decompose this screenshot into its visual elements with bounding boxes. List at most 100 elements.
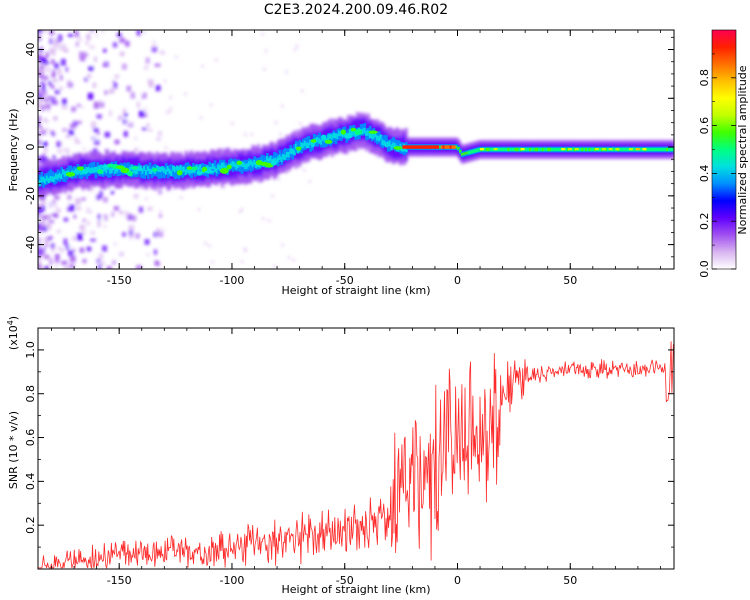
heatmap-cell	[330, 134, 334, 140]
heatmap-cell	[82, 168, 89, 174]
heatmap-cell	[621, 147, 624, 152]
heatmap-cell	[273, 264, 277, 268]
heatmap-cell	[41, 199, 46, 207]
heatmap-cell	[295, 146, 302, 151]
heatmap-cell	[148, 82, 154, 88]
heatmap-cell	[38, 243, 42, 248]
heatmap-cell	[599, 147, 602, 152]
heatmap-cell	[70, 252, 77, 257]
heatmap-cell	[117, 164, 121, 177]
heatmap-cell	[79, 247, 85, 253]
heatmap-cell	[460, 153, 464, 156]
spectrogram-x-label: Height of straight line (km)	[281, 284, 430, 297]
heatmap-cell	[38, 255, 42, 260]
heatmap-cell	[464, 152, 468, 155]
heatmap-cell	[166, 166, 170, 179]
heatmap-cell	[518, 147, 521, 152]
heatmap-cell	[82, 147, 86, 151]
heatmap-cell	[127, 121, 134, 128]
heatmap-cell	[431, 145, 434, 149]
heatmap-cell	[196, 170, 203, 176]
heatmap-cell	[249, 160, 253, 172]
heatmap-cell	[455, 145, 459, 149]
heatmap-cell	[520, 148, 525, 151]
heatmap-cell	[273, 151, 276, 164]
heatmap-cell	[136, 101, 141, 109]
heatmap-cell	[145, 57, 150, 64]
heatmap-cell	[144, 65, 149, 70]
heatmap-cell	[155, 165, 159, 172]
heatmap-cell	[93, 101, 99, 109]
heatmap-cell	[113, 82, 118, 89]
heatmap-cell	[117, 118, 121, 122]
heatmap-cell	[128, 230, 134, 237]
heatmap-cell	[476, 148, 480, 152]
heatmap-cell	[118, 115, 122, 120]
heatmap-cell	[69, 165, 73, 178]
snr-y-tick-label: 0.8	[24, 385, 37, 403]
heatmap-cell	[45, 175, 49, 181]
heatmap-cell	[92, 148, 98, 154]
heatmap-cell	[43, 254, 49, 259]
heatmap-cell	[144, 94, 148, 98]
heatmap-cell	[98, 264, 102, 269]
heatmap-cell	[164, 169, 168, 175]
heatmap-cell	[51, 73, 55, 78]
heatmap-cell	[114, 139, 120, 145]
heatmap-cell	[38, 223, 41, 227]
heatmap-cell	[543, 147, 546, 152]
heatmap-cell	[47, 95, 53, 100]
heatmap-cell	[157, 167, 161, 179]
heatmap-cell	[143, 165, 147, 171]
heatmap-cell	[496, 147, 500, 152]
heatmap-cell	[186, 166, 193, 170]
heatmap-cell	[44, 266, 49, 269]
heatmap-cell	[277, 177, 281, 181]
heatmap-cell	[38, 259, 42, 267]
heatmap-cell	[54, 264, 58, 268]
heatmap-cell	[41, 85, 46, 91]
heatmap-cell	[127, 162, 130, 174]
heatmap-cell	[199, 116, 203, 120]
heatmap-cell	[230, 121, 234, 125]
heatmap-cell	[50, 96, 56, 104]
heatmap-cell	[179, 165, 183, 171]
heatmap-cell	[668, 147, 671, 152]
heatmap-cell	[554, 147, 557, 152]
heatmap-cell	[110, 190, 115, 195]
heatmap-cell	[72, 127, 77, 133]
heatmap-cell	[104, 131, 111, 138]
heatmap-cell	[96, 114, 102, 119]
heatmap-cell	[211, 260, 215, 264]
heatmap-cell	[107, 166, 110, 178]
heatmap-cell	[103, 224, 107, 228]
heatmap-cell	[240, 161, 244, 167]
heatmap-cell	[128, 167, 132, 173]
heatmap-cell	[41, 129, 47, 136]
heatmap-cell	[69, 204, 75, 212]
heatmap-cell	[130, 92, 136, 99]
heatmap-cell	[86, 74, 92, 78]
heatmap-cell	[79, 209, 85, 216]
heatmap-cell	[52, 203, 58, 210]
heatmap-cell	[163, 167, 166, 173]
heatmap-cell	[153, 249, 158, 255]
heatmap-cell	[146, 123, 150, 127]
heatmap-cell	[50, 243, 55, 249]
heatmap-cell	[201, 64, 205, 68]
heatmap-cell	[72, 236, 77, 241]
heatmap-cell	[608, 148, 613, 151]
heatmap-cell	[38, 236, 41, 242]
heatmap-cell	[368, 132, 372, 139]
heatmap-cell	[233, 161, 237, 168]
heatmap-cell	[240, 260, 244, 264]
heatmap-cell	[188, 169, 192, 175]
snr-y-label: SNR (10 * v/v)	[7, 411, 20, 489]
heatmap-cell	[159, 166, 163, 173]
heatmap-cell	[113, 242, 117, 246]
heatmap-cell	[84, 231, 89, 236]
colorbar-label: Normalized spectral amplitude	[736, 65, 749, 234]
heatmap-cell	[110, 167, 114, 174]
heatmap-cell	[44, 63, 48, 67]
heatmap-cell	[60, 248, 65, 253]
